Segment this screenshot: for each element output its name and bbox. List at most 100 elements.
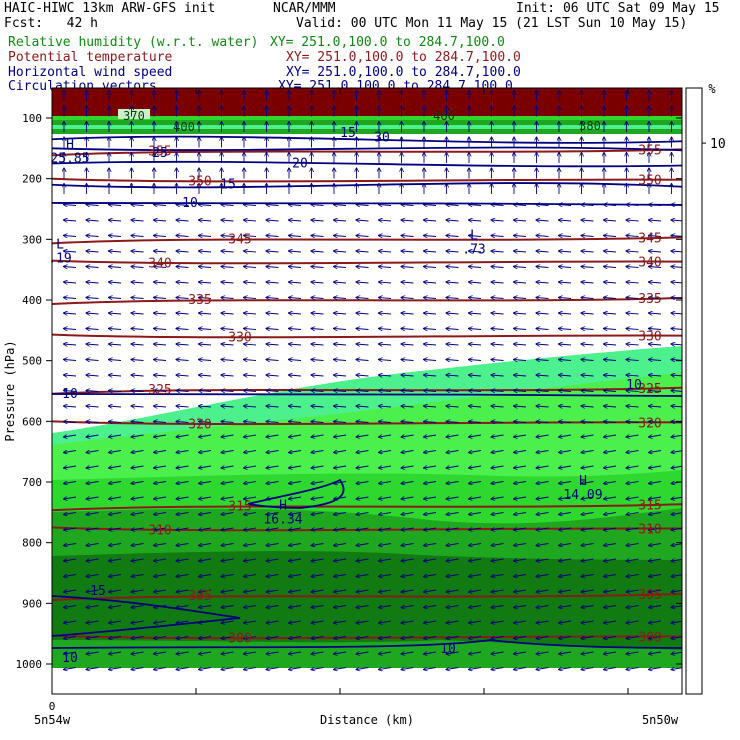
vector-arrow — [244, 267, 257, 268]
wind-speed-label: 10 — [626, 378, 642, 393]
vector-arrow — [334, 528, 347, 530]
vector-arrow — [267, 220, 279, 221]
vector-arrow — [357, 575, 369, 577]
y-tick-label: 300 — [22, 233, 42, 246]
vector-arrow — [447, 621, 459, 623]
vector-arrow — [424, 329, 437, 330]
y-tick-label: 600 — [22, 415, 42, 428]
extremum-value: .19 — [48, 252, 71, 267]
vector-arrow — [582, 251, 594, 252]
vector-arrow — [244, 513, 257, 515]
vector-arrow — [627, 391, 639, 392]
vector-arrow — [109, 329, 122, 330]
vector-arrow — [604, 375, 617, 376]
vector-arrow — [402, 575, 414, 577]
vector-arrow — [492, 329, 504, 330]
vector-arrow — [627, 251, 639, 252]
vector-arrow — [582, 435, 594, 437]
vector-arrow — [177, 313, 189, 314]
vector-arrow — [312, 637, 324, 639]
vector-arrow — [87, 451, 99, 453]
vector-arrow — [649, 497, 662, 499]
vector-arrow — [109, 391, 122, 392]
vector-arrow — [514, 668, 527, 670]
vector-arrow — [514, 544, 527, 546]
vector-arrow — [447, 220, 459, 221]
vector-arrow — [649, 652, 662, 654]
vector-arrow — [537, 559, 549, 561]
vector-arrow — [267, 544, 279, 546]
vector-arrow — [379, 590, 392, 592]
vector-arrow — [447, 451, 459, 453]
y-tick-label: 500 — [22, 355, 42, 368]
vector-arrow — [334, 282, 347, 283]
vector-arrow — [424, 391, 437, 392]
vector-arrow — [514, 282, 527, 283]
vector-arrow — [627, 236, 639, 237]
vector-arrow — [604, 559, 617, 561]
vector-arrow — [357, 668, 369, 670]
vector-arrow — [64, 267, 77, 268]
vector-arrow — [402, 606, 414, 608]
vector-arrow — [132, 606, 144, 608]
vector-arrow — [469, 344, 482, 345]
vector-arrow — [627, 267, 639, 268]
vector-arrow — [559, 575, 572, 577]
vector-arrow — [537, 637, 549, 639]
vector-arrow — [537, 422, 549, 423]
vector-arrow — [177, 251, 189, 252]
theta-label: 340 — [638, 256, 661, 271]
plot-frame — [51, 87, 683, 695]
vector-arrow — [87, 637, 99, 639]
vector-arrow — [64, 451, 77, 453]
vector-arrow — [424, 621, 437, 623]
vector-arrow — [447, 575, 459, 577]
vector-arrow — [604, 528, 617, 530]
vector-arrow — [64, 391, 77, 392]
vector-arrow — [289, 422, 302, 423]
vector-arrow — [357, 451, 369, 453]
vector-arrow — [312, 282, 324, 283]
vector-arrow — [177, 391, 189, 392]
vector-arrow — [177, 482, 189, 484]
vector-arrow — [402, 391, 414, 392]
vector-arrow — [604, 205, 617, 206]
vector-arrow — [132, 466, 144, 468]
vector-arrow — [154, 360, 167, 361]
vector-arrow — [289, 435, 302, 437]
vector-arrow — [537, 236, 549, 237]
vector-arrow — [334, 575, 347, 577]
vector-arrow — [379, 422, 392, 423]
vector-arrow — [649, 466, 662, 468]
vector-arrow — [514, 422, 527, 423]
vector-arrow — [627, 590, 639, 592]
vector-arrow — [379, 497, 392, 499]
vector-arrow — [469, 313, 482, 314]
vector-arrow — [582, 466, 594, 468]
vector-arrow — [649, 406, 662, 407]
vector-arrow — [154, 267, 167, 268]
vector-arrow — [132, 544, 144, 546]
vector-arrow — [244, 621, 257, 623]
y-tick-label: 200 — [22, 173, 42, 186]
vector-arrow — [514, 482, 527, 484]
vector-arrow — [222, 220, 234, 221]
vector-arrow — [222, 375, 234, 376]
theta-label: 310 — [638, 523, 661, 538]
vector-arrow — [582, 482, 594, 484]
vector-arrow — [132, 422, 144, 423]
vector-arrow — [132, 637, 144, 639]
wind-contour-line — [51, 135, 683, 144]
vector-arrow — [64, 282, 77, 283]
vector-arrow — [334, 621, 347, 623]
vector-arrow — [492, 606, 504, 608]
vector-arrow — [627, 406, 639, 407]
extremum-mark: H — [66, 137, 74, 152]
vector-arrow — [424, 236, 437, 237]
vector-arrow — [402, 329, 414, 330]
vector-arrow — [199, 236, 212, 237]
theta-label: 330 — [228, 331, 251, 346]
vector-arrow — [334, 652, 347, 654]
x-axis-title: Distance (km) — [320, 713, 414, 727]
